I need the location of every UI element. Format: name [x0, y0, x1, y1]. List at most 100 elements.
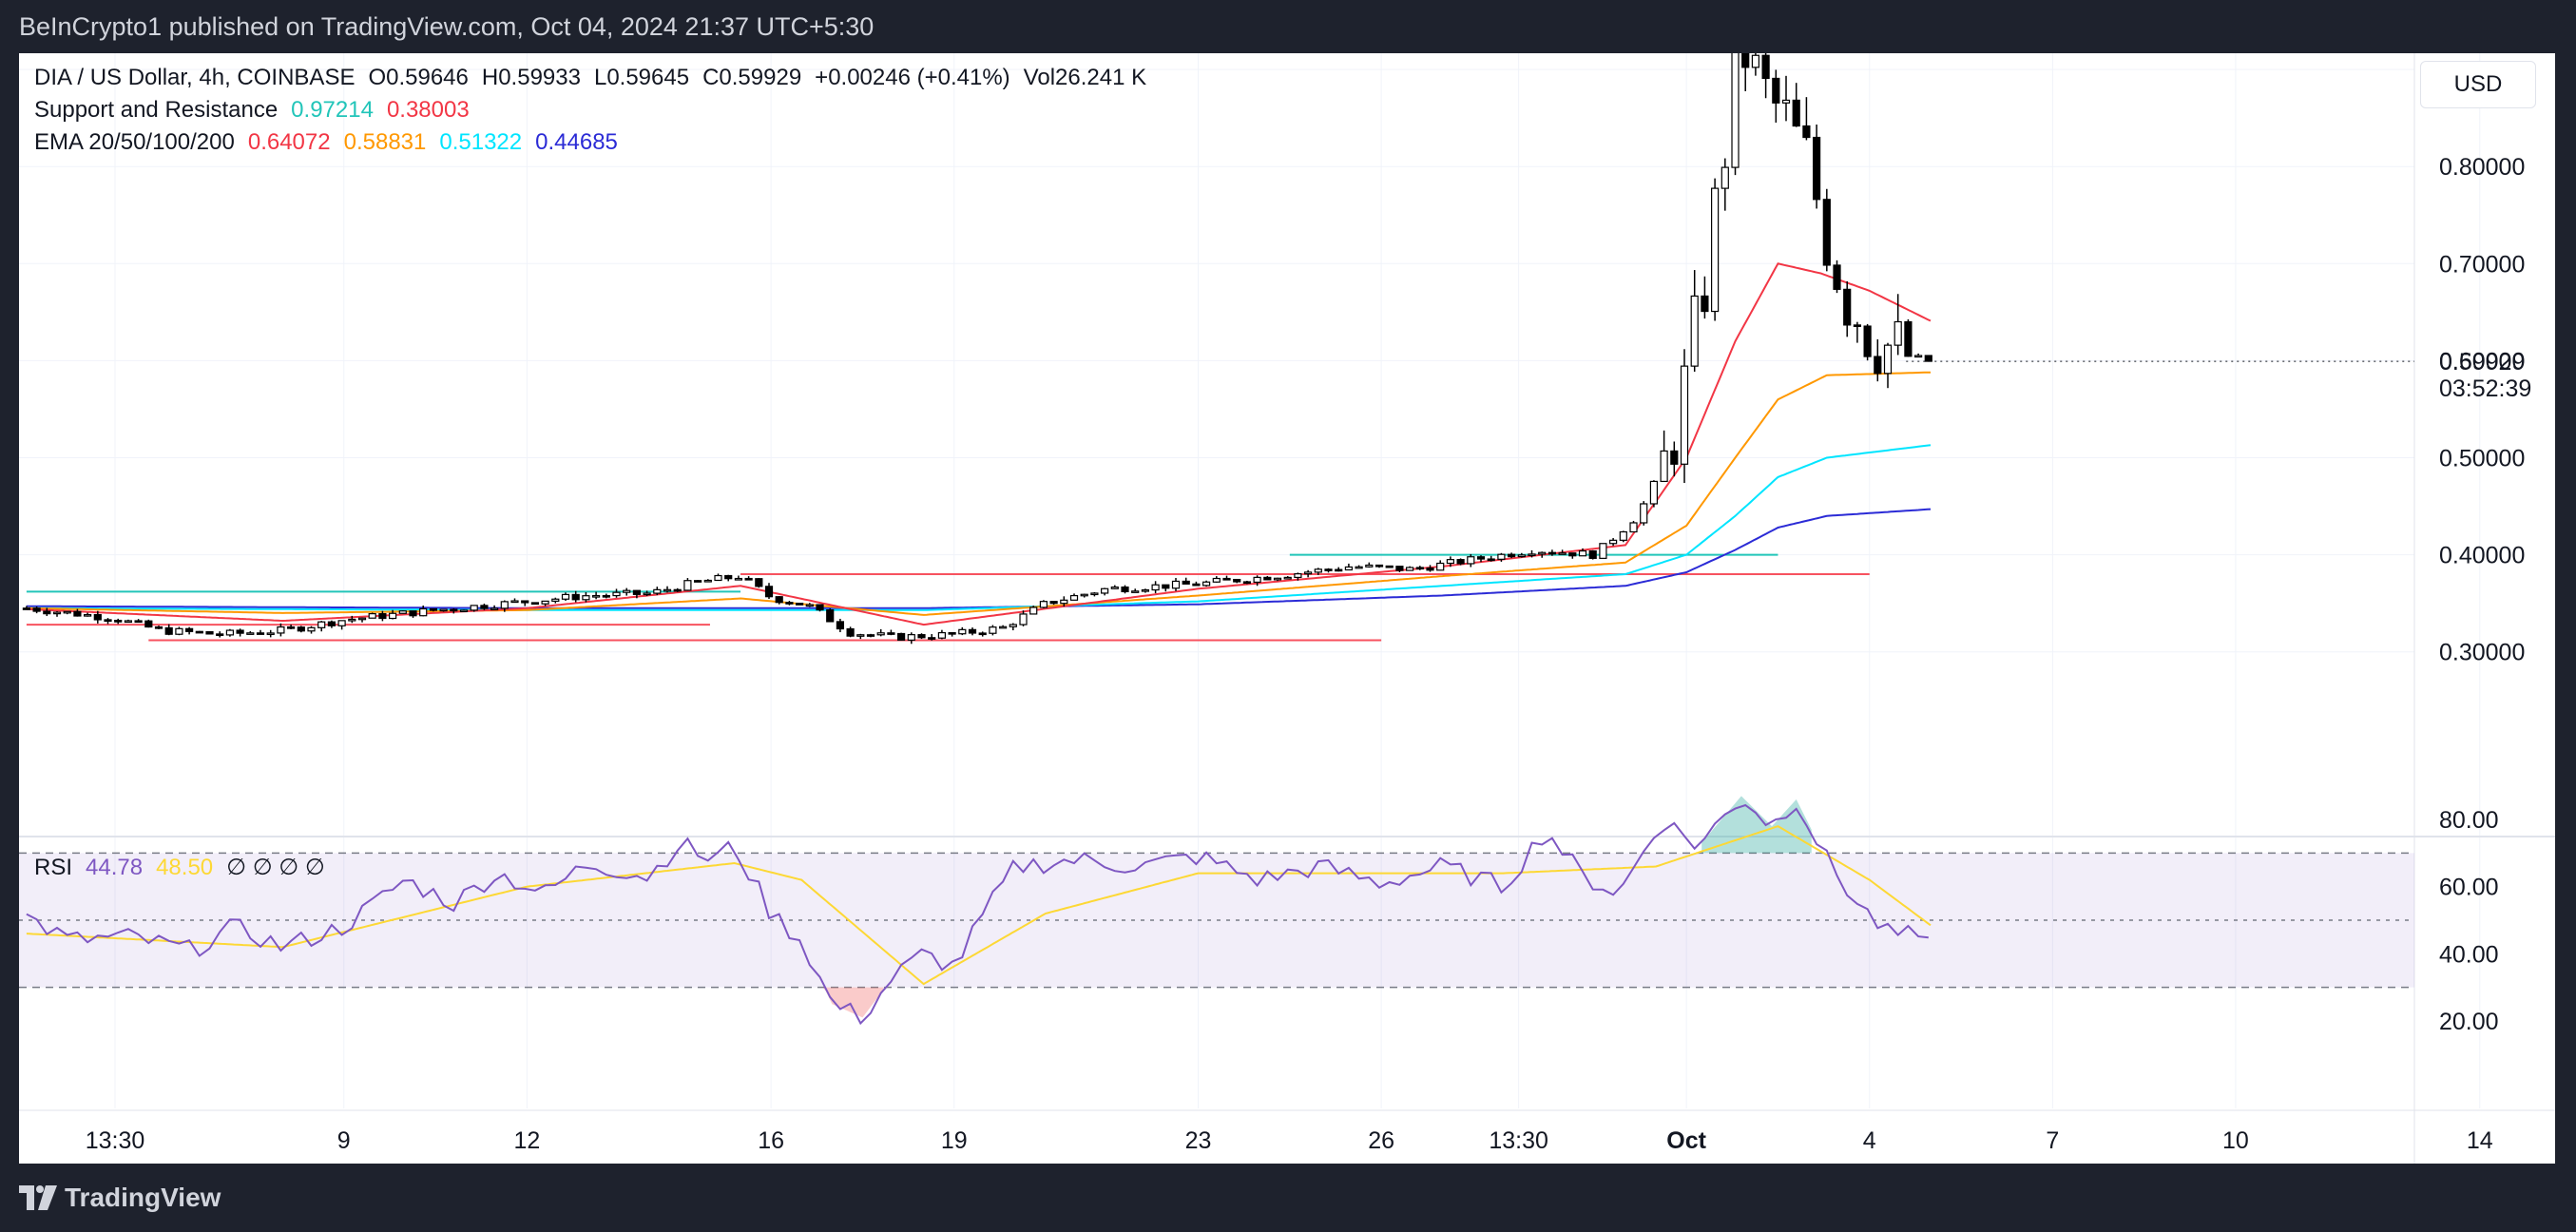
candle-up: [317, 621, 326, 628]
candle-down: [744, 577, 753, 581]
candle-up: [1009, 624, 1017, 627]
candle-up: [623, 589, 631, 593]
candle-up: [1599, 543, 1607, 559]
candle-down: [1487, 558, 1495, 562]
candle-up: [1406, 567, 1414, 571]
candle-down: [1813, 136, 1821, 201]
chart-panel[interactable]: 0.900000.800000.700000.600000.500000.400…: [19, 53, 2555, 1164]
candle-down: [1833, 264, 1841, 290]
candle-up: [1558, 552, 1567, 555]
chart-svg[interactable]: 0.900000.800000.700000.600000.500000.400…: [19, 53, 2555, 1164]
currency-button[interactable]: USD: [2420, 61, 2536, 108]
rsi-legend[interactable]: RSI 44.78 48.50 ∅ ∅ ∅ ∅: [34, 854, 338, 881]
candle-down: [1192, 583, 1201, 587]
candle-up: [1101, 587, 1109, 594]
candle-down: [836, 621, 845, 630]
candle-down: [1324, 568, 1333, 571]
ema100-line: [26, 444, 1932, 611]
candle-down: [866, 634, 875, 637]
ema20-line: [26, 262, 1932, 626]
rsi-label: RSI: [34, 855, 73, 880]
candle-down: [450, 608, 458, 612]
price-tick-label: 0.70000: [2439, 251, 2525, 278]
price-tick-label: 0.80000: [2439, 154, 2525, 181]
ema200-value: 0.44685: [535, 129, 618, 155]
candle-up: [1283, 576, 1292, 580]
candle-down: [378, 612, 387, 620]
candle-up: [439, 608, 448, 612]
candle-up: [1151, 584, 1160, 591]
candle-up: [1894, 320, 1902, 346]
candle-up: [683, 580, 692, 591]
candle-up: [1141, 588, 1150, 592]
candle-down: [816, 604, 824, 611]
rsi-line: [26, 803, 1929, 1026]
candle-up: [1446, 559, 1455, 565]
rsi-tick-label: 40.00: [2439, 941, 2499, 968]
candle-down: [1588, 549, 1597, 559]
candle-up: [612, 591, 621, 597]
rsi-oversold-fill: [822, 987, 884, 1018]
candle-up: [999, 626, 1008, 629]
candle-down: [1395, 566, 1404, 571]
ohlc-low: L0.59645: [593, 65, 690, 90]
candle-up: [459, 609, 469, 613]
sr-legend[interactable]: Support and Resistance 0.97214 0.38003: [34, 97, 483, 124]
candle-down: [195, 630, 203, 634]
ohlc-close: C0.59929: [702, 65, 802, 90]
candle-up: [277, 626, 285, 634]
candle-down: [775, 596, 783, 604]
candle-up: [1751, 54, 1760, 68]
candle-down: [1508, 553, 1516, 558]
candle-down: [1049, 601, 1058, 605]
candle-down: [1426, 567, 1434, 571]
ema50-line: [26, 371, 1931, 616]
candle-down: [1233, 578, 1241, 583]
time-tick-label: 13:30: [86, 1127, 145, 1154]
candle-down: [632, 589, 642, 595]
time-tick-label: 4: [1863, 1127, 1876, 1154]
candle-down: [897, 632, 906, 641]
candle-down: [1385, 565, 1394, 568]
ema100-value: 0.51322: [439, 129, 523, 155]
candle-up: [1202, 581, 1211, 587]
candle-down: [216, 633, 224, 637]
ema50-value: 0.58831: [343, 129, 427, 155]
candle-up: [266, 632, 275, 636]
time-tick-label: 10: [2222, 1127, 2249, 1154]
tradingview-logo[interactable]: TradingView: [19, 1183, 221, 1213]
candle-up: [52, 611, 62, 615]
candle-down: [521, 600, 529, 604]
symbol-title[interactable]: DIA / US Dollar, 4h, COINBASE: [34, 65, 356, 90]
sr-resistance-value: 0.97214: [291, 97, 374, 123]
candle-up: [937, 631, 947, 639]
candle-up: [1467, 556, 1475, 565]
candle-up: [1914, 355, 1923, 358]
candle-down: [1802, 125, 1811, 139]
candle-down: [134, 620, 143, 624]
candle-up: [856, 634, 865, 637]
candle-up: [1660, 450, 1668, 483]
candle-up: [500, 601, 509, 609]
candle-down: [673, 588, 682, 592]
candle-up: [357, 617, 367, 621]
candle-up: [348, 618, 356, 622]
candle-up: [1039, 601, 1048, 608]
candle-up: [1690, 295, 1699, 367]
ema-legend[interactable]: EMA 20/50/100/200 0.64072 0.58831 0.51322 0.…: [34, 129, 631, 156]
candle-up: [1528, 553, 1536, 556]
sr-support-value: 0.38003: [386, 97, 470, 123]
candle-up: [1253, 576, 1261, 584]
candle-up: [1069, 594, 1079, 601]
candle-down: [571, 593, 580, 601]
candle-down: [429, 607, 438, 611]
ema200-line: [26, 508, 1932, 609]
candle-up: [805, 604, 814, 607]
candle-up: [1060, 599, 1068, 605]
candle-down: [164, 626, 173, 635]
candle-up: [1344, 566, 1354, 571]
candle-down: [1476, 556, 1486, 560]
candle-up: [1721, 166, 1729, 189]
candle-down: [1904, 320, 1913, 357]
candle-down: [968, 628, 977, 634]
